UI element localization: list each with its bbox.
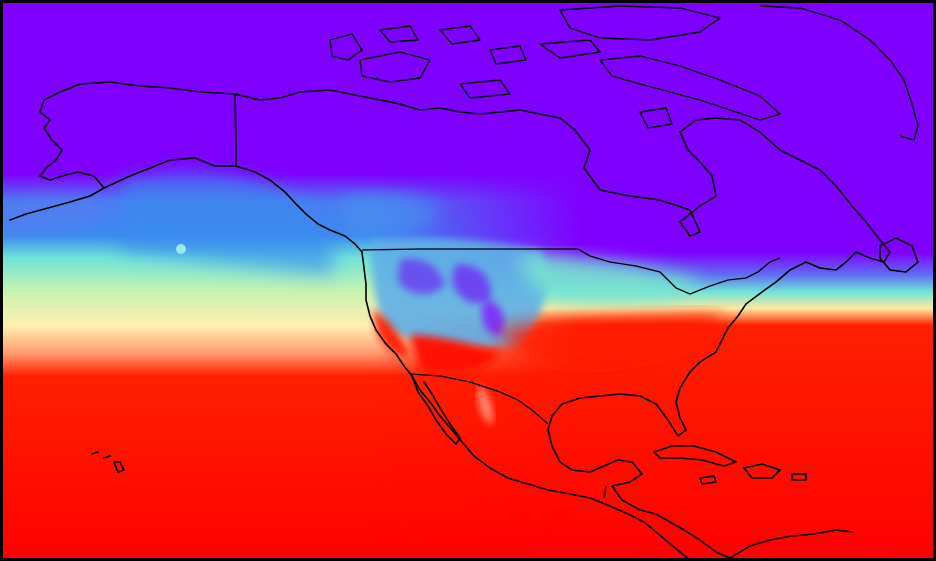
southeast-us-warm: [500, 315, 720, 365]
central-america-caribbean-coast: [611, 485, 731, 559]
hudson-bay: [559, 117, 717, 237]
southwest-desert-warm: [410, 335, 500, 374]
hispaniola: [743, 463, 781, 479]
arctic-islet-4: [459, 79, 511, 99]
california-warm-valley: [372, 310, 410, 357]
arctic-islet-2: [489, 45, 527, 65]
rockies-cold-patch-2: [452, 264, 491, 304]
western-pacific-cold: [0, 196, 120, 235]
rockies-cold-patch-1: [398, 258, 445, 295]
mexico-highland-cool: [477, 385, 493, 425]
victoria-island: [359, 51, 431, 83]
canada-north-coast: [234, 89, 561, 119]
mexico-pacific-coast: [461, 441, 691, 561]
arctic-archipelago: [329, 5, 919, 141]
mexico-guatemala-border: [603, 485, 607, 499]
us-east-coast: [667, 303, 747, 437]
southampton-island: [639, 107, 673, 129]
baja-california: [411, 375, 461, 445]
hawaii-islands: [91, 451, 125, 473]
us-west-coast: [361, 251, 463, 443]
plains-cyan-band: [520, 255, 700, 302]
bc-blue-scatter: [340, 194, 440, 236]
labrador-coast: [715, 117, 891, 305]
arctic-islet-3: [379, 25, 419, 43]
alaska-canada-border: [234, 93, 237, 167]
baffin-island: [599, 55, 781, 121]
jamaica: [699, 475, 717, 485]
rockies-cold-patch-3: [481, 300, 505, 336]
us-mexico-border: [409, 373, 549, 425]
puerto-rico: [791, 473, 807, 481]
gulf-of-mexico-coast: [547, 393, 669, 487]
ellesmere-island: [559, 5, 721, 41]
national-borders: [234, 93, 781, 499]
newfoundland: [879, 237, 919, 273]
south-america-north-coast: [729, 529, 853, 559]
banks-island: [329, 33, 363, 61]
us-canada-border: [361, 248, 781, 295]
cuba: [653, 445, 737, 467]
greenland-west-coast: [759, 5, 919, 141]
arctic-islet-1: [439, 25, 481, 45]
gulf-of-alaska-warm-tongue: [120, 171, 334, 275]
hawaii-spot: [176, 244, 186, 254]
devon-island: [539, 39, 601, 59]
